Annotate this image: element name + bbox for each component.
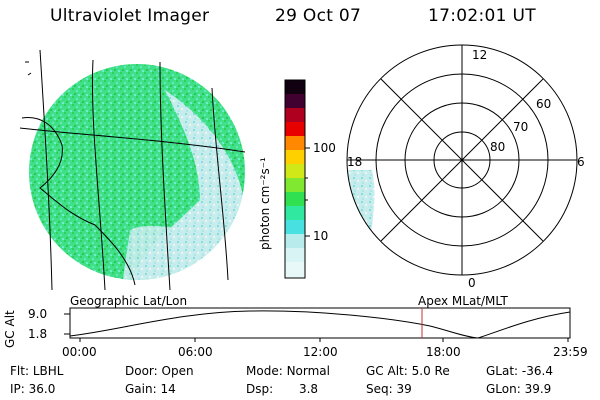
xtick-1800: 18:00 — [426, 345, 461, 359]
lat-label-80: 80 — [490, 140, 506, 154]
colorbar — [284, 79, 310, 279]
dsp-value: 3.8 — [298, 382, 319, 396]
seq-label: Seq: — [366, 382, 393, 396]
mode-label: Mode: — [246, 364, 283, 378]
glat-field: GLat: -36.4 — [486, 364, 553, 378]
lat-label-70: 70 — [513, 120, 529, 134]
door-field: Door: Open — [125, 364, 194, 378]
gc-alt-value: 5.0 Re — [411, 364, 450, 378]
polar-plot — [346, 44, 578, 276]
ip-label: IP: — [10, 382, 25, 396]
mode-field: Mode: Normal — [246, 364, 330, 378]
flt-label: Flt: — [10, 364, 29, 378]
gain-field: Gain: 14 — [125, 382, 176, 396]
date-label: 29 Oct 07 — [275, 6, 362, 26]
seq-value: 39 — [396, 382, 412, 396]
colorbar-tick-10: 10 — [313, 229, 329, 243]
gain-value: 14 — [160, 382, 176, 396]
geographic-grid — [19, 49, 246, 291]
flt-value: LBHL — [32, 364, 64, 378]
glat-label: GLat: — [486, 364, 519, 378]
xtick-0000: 00:00 — [62, 345, 97, 359]
door-value: Open — [161, 364, 194, 378]
glat-value: -36.4 — [521, 364, 553, 378]
ip-field: IP: 36.0 — [10, 382, 55, 396]
gc-alt-ylabel: GC Alt — [3, 310, 17, 348]
earth-image — [29, 64, 245, 280]
time-label: 17:02:01 UT — [428, 6, 536, 26]
glon-label: GLon: — [486, 382, 521, 396]
geographic-label: Geographic Lat/Lon — [70, 294, 188, 308]
lat-label-60: 60 — [536, 97, 552, 111]
ytick-1-8: 1.8 — [28, 327, 48, 341]
glon-value: 39.9 — [524, 382, 552, 396]
mlt-label-6: 6 — [577, 155, 585, 169]
mlt-label-18: 18 — [347, 155, 363, 169]
altitude-plot — [64, 307, 571, 342]
gc-alt-field: GC Alt: 5.0 Re — [366, 364, 450, 378]
apex-label: Apex MLat/MLT — [418, 294, 508, 308]
xtick-1200: 12:00 — [303, 345, 338, 359]
xtick-0600: 06:00 — [178, 345, 213, 359]
mlt-label-12: 12 — [472, 48, 488, 62]
glon-field: GLon: 39.9 — [486, 382, 551, 396]
seq-field: Seq: 39 — [366, 382, 412, 396]
gain-label: Gain: — [125, 382, 157, 396]
flt-field: Flt: LBHL — [10, 364, 63, 378]
gc-alt-label: GC Alt: — [366, 364, 408, 378]
door-label: Door: — [125, 364, 158, 378]
mlt-label-0: 0 — [468, 276, 476, 290]
dsp-field: Dsp: 3.8 — [246, 382, 318, 396]
colorbar-tick-100: 100 — [313, 141, 336, 155]
xtick-2359: 23:59 — [553, 345, 588, 359]
ip-value: 36.0 — [28, 382, 56, 396]
mode-value: Normal — [286, 364, 330, 378]
instrument-title: Ultraviolet Imager — [50, 6, 210, 26]
colorbar-unit-label: photon cm⁻²s⁻¹ — [258, 157, 272, 250]
ytick-9: 9.0 — [28, 307, 48, 321]
dsp-label: Dsp: — [246, 382, 274, 396]
